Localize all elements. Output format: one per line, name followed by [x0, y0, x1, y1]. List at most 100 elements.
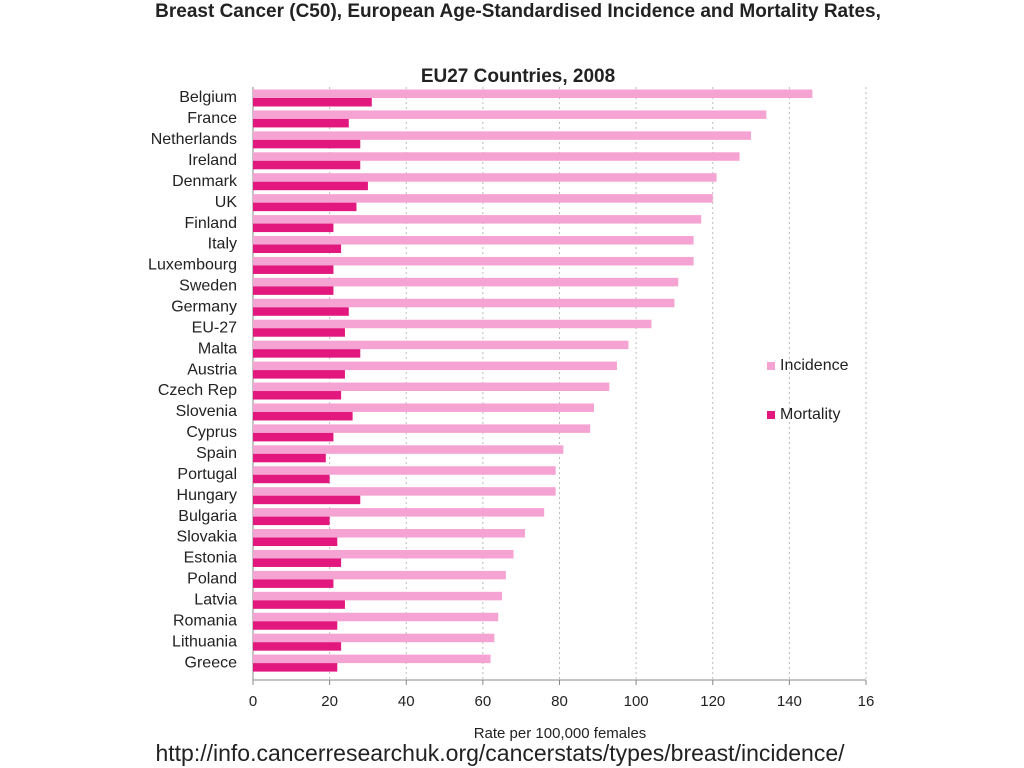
x-tick-label: 0	[249, 693, 257, 710]
y-tick-label: Estonia	[184, 550, 237, 567]
legend-swatch	[767, 362, 775, 370]
bar	[253, 516, 330, 526]
y-tick-label: Finland	[185, 215, 237, 232]
bar	[253, 529, 526, 538]
bar	[253, 600, 345, 609]
bar	[253, 549, 514, 559]
bar	[253, 391, 342, 400]
bar	[253, 453, 326, 463]
bar	[253, 382, 610, 392]
y-tick-label: Lithuania	[172, 633, 237, 650]
y-tick-label: Bulgaria	[178, 508, 237, 525]
y-tick-label: Greece	[185, 654, 238, 671]
bar	[253, 131, 752, 140]
bar	[253, 361, 617, 371]
bar	[253, 474, 330, 484]
x-tick-label: 60	[475, 693, 492, 710]
bar	[253, 654, 491, 664]
x-tick-label: 40	[398, 693, 415, 710]
y-tick-label: Sweden	[179, 278, 237, 295]
bar	[253, 98, 372, 107]
bar	[253, 487, 556, 496]
y-tick-label: Hungary	[177, 487, 237, 504]
bar	[253, 432, 334, 442]
y-tick-label: Slovakia	[177, 529, 238, 546]
y-tick-label: Romania	[173, 612, 237, 629]
bar	[253, 202, 357, 212]
bar	[253, 612, 499, 622]
bar	[253, 411, 353, 421]
bar	[253, 244, 342, 254]
y-tick-label: UK	[215, 194, 238, 211]
x-axis-label: Rate per 100,000 females	[474, 725, 647, 742]
legend-label: Incidence	[780, 357, 849, 374]
bar	[253, 633, 495, 643]
bar	[253, 445, 564, 454]
y-tick-label: Denmark	[172, 173, 238, 190]
bar	[253, 194, 713, 203]
bar	[253, 663, 338, 672]
y-tick-label: Austria	[187, 361, 237, 378]
bar	[253, 286, 334, 295]
bar	[253, 173, 717, 182]
x-tick-label: 20	[321, 693, 338, 710]
bar	[253, 370, 345, 379]
bar	[253, 118, 349, 128]
bar	[253, 349, 361, 358]
bar	[253, 508, 545, 517]
bar	[253, 579, 334, 588]
y-tick-label: France	[187, 110, 237, 127]
bar	[253, 277, 679, 287]
bar	[253, 223, 334, 233]
y-tick-label: Slovenia	[176, 403, 237, 420]
bar	[253, 328, 345, 337]
y-tick-label: Latvia	[194, 592, 237, 609]
bar	[253, 621, 338, 630]
source: http://info.cancerresearchuk.org/cancers…	[155, 740, 845, 766]
x-tick-label: 140	[777, 693, 802, 710]
bar	[253, 591, 503, 601]
bar	[253, 558, 342, 567]
bar	[253, 340, 629, 350]
y-tick-label: Germany	[171, 299, 237, 316]
bar	[253, 236, 694, 245]
y-tick-label: Spain	[196, 445, 237, 462]
y-tick-label: Luxembourg	[148, 257, 237, 274]
legend-swatch	[767, 411, 775, 419]
bar	[253, 160, 361, 170]
bar	[253, 403, 594, 412]
y-tick-label: Malta	[198, 340, 237, 357]
bar	[253, 319, 652, 329]
bar	[253, 181, 368, 191]
bar	[253, 570, 506, 580]
y-tick-label: Belgium	[179, 89, 237, 106]
y-tick-label: EU-27	[192, 319, 237, 336]
bar	[253, 215, 702, 224]
bar	[253, 110, 767, 119]
bar	[253, 139, 361, 149]
chart-title: Breast Cancer (C50), European Age-Standa…	[155, 1, 881, 22]
bar	[253, 495, 361, 505]
x-tick-label: 80	[551, 693, 568, 710]
y-tick-label: Czech Rep	[158, 382, 237, 399]
bar	[253, 466, 556, 475]
bar	[253, 307, 349, 316]
chart-subtitle: EU27 Countries, 2008	[421, 66, 615, 87]
x-tick-label: 16	[858, 693, 875, 710]
y-tick-label: Italy	[208, 236, 237, 253]
y-tick-label: Netherlands	[151, 131, 237, 148]
bar	[253, 642, 342, 651]
y-tick-label: Poland	[187, 571, 237, 588]
bar	[253, 89, 813, 98]
bar	[253, 265, 334, 274]
bar	[253, 424, 591, 433]
x-tick-label: 120	[700, 693, 725, 710]
bar	[253, 298, 675, 308]
x-tick-label: 100	[624, 693, 649, 710]
bar	[253, 537, 338, 547]
y-tick-label: Ireland	[188, 152, 237, 169]
bar	[253, 152, 740, 161]
y-tick-label: Cyprus	[186, 424, 237, 441]
legend-label: Mortality	[780, 406, 840, 423]
